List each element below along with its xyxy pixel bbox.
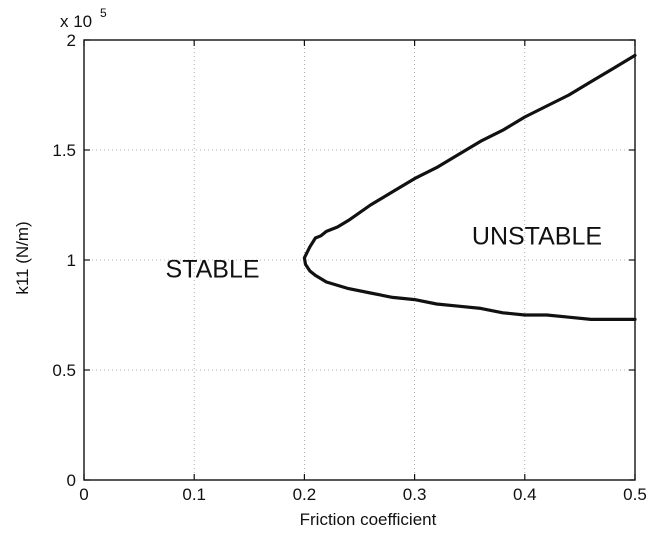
y-axis-label: k11 (N/m) (13, 221, 32, 294)
x-tick-label: 0.1 (182, 485, 206, 504)
region-label-unstable: UNSTABLE (472, 223, 602, 251)
y-scale-multiplier-label: x 10 (60, 12, 92, 31)
x-tick-label: 0.5 (623, 485, 647, 504)
y-tick-label: 0 (67, 471, 76, 490)
axis-ticks (83, 39, 636, 481)
x-tick-label: 0.3 (403, 485, 427, 504)
y-tick-label: 1 (67, 251, 76, 270)
y-scale-multiplier-exponent: 5 (100, 6, 107, 20)
x-axis-label: Friction coefficient (300, 510, 437, 529)
region-label-stable: STABLE (166, 256, 260, 284)
y-tick-label: 2 (67, 31, 76, 50)
stability-boundary-line (302, 53, 637, 321)
x-tick-label: 0.4 (513, 485, 537, 504)
series-layer (302, 53, 637, 321)
x-tick-labels: 0 0.1 0.2 0.3 0.4 0.5 (79, 485, 647, 504)
y-scale-multiplier: x 10 5 (60, 6, 107, 31)
x-tick-label: 0 (79, 485, 88, 504)
y-tick-labels: 0 0.5 1 1.5 2 (52, 31, 76, 490)
y-tick-label: 0.5 (52, 361, 76, 380)
annotation-layer: STABLE UNSTABLE (166, 223, 602, 284)
x-tick-label: 0.2 (293, 485, 317, 504)
y-tick-label: 1.5 (52, 141, 76, 160)
